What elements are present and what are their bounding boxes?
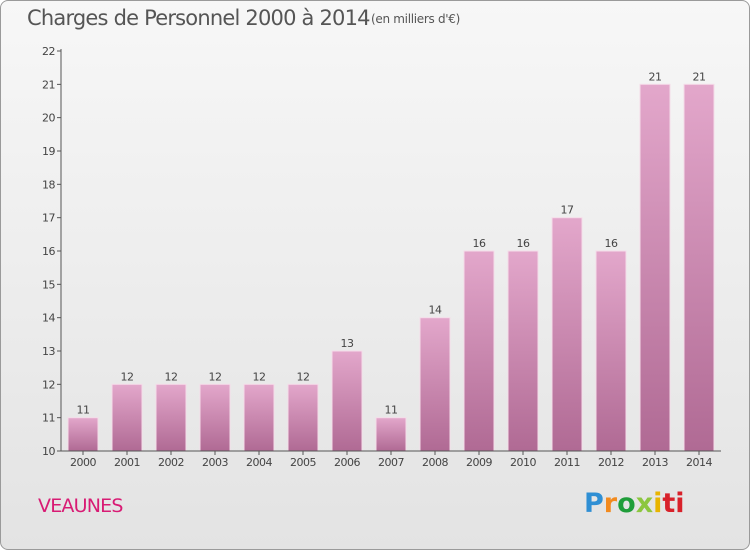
x-tick-label: 2007 xyxy=(378,456,404,469)
logo-letter: i xyxy=(653,488,663,519)
x-axis-tick-labels: 2000 2001 2002 2003 2004 2005 2006 2007 2008 2009… xyxy=(70,456,713,469)
data-label: 17 xyxy=(561,204,574,217)
x-tick-label: 2006 xyxy=(334,456,360,469)
bar xyxy=(67,417,99,452)
data-label: 14 xyxy=(429,304,442,317)
bar xyxy=(331,350,363,452)
data-label: 21 xyxy=(693,70,706,83)
bar-group xyxy=(67,83,715,452)
x-tick-label: 2004 xyxy=(246,456,272,469)
y-tick-label: 16 xyxy=(42,245,55,258)
data-label: 12 xyxy=(209,370,222,383)
y-tick-label: 18 xyxy=(42,178,55,191)
data-label: 11 xyxy=(385,404,398,417)
commune-name: VEAUNES xyxy=(38,495,123,517)
bar xyxy=(507,250,539,452)
logo-letter: r xyxy=(603,488,618,519)
x-tick-label: 2005 xyxy=(290,456,316,469)
x-tick-label: 2013 xyxy=(642,456,668,469)
bar xyxy=(111,383,143,452)
x-tick-label: 2009 xyxy=(466,456,492,469)
y-tick-label: 21 xyxy=(42,78,55,91)
bar xyxy=(463,250,495,452)
y-tick-label: 11 xyxy=(42,412,55,425)
data-label: 13 xyxy=(341,337,354,350)
data-label: 12 xyxy=(121,370,134,383)
y-axis-tick-labels: 10 11 12 13 14 15 16 17 18 19 20 21 22 xyxy=(42,45,56,458)
y-tick-label: 10 xyxy=(42,445,55,458)
axes xyxy=(57,49,721,455)
bar xyxy=(595,250,627,452)
y-tick-label: 22 xyxy=(42,45,55,58)
x-tick-label: 2010 xyxy=(510,456,536,469)
y-tick-label: 20 xyxy=(42,112,55,125)
x-tick-label: 2008 xyxy=(422,456,448,469)
bar xyxy=(683,83,715,452)
x-tick-label: 2011 xyxy=(554,456,580,469)
data-label: 12 xyxy=(165,370,178,383)
bar xyxy=(287,383,319,452)
y-tick-label: 15 xyxy=(42,278,55,291)
y-tick-label: 12 xyxy=(42,378,55,391)
bar xyxy=(199,383,231,452)
data-label-group: 11 12 12 12 12 12 13 11 14 16 16 17 16 21 21 xyxy=(77,70,707,417)
x-tick-label: 2003 xyxy=(202,456,228,469)
y-tick-label: 19 xyxy=(42,145,55,158)
x-tick-label: 2002 xyxy=(158,456,184,469)
bar xyxy=(155,383,187,452)
x-tick-label: 2000 xyxy=(70,456,96,469)
x-tick-label: 2014 xyxy=(686,456,712,469)
bar xyxy=(375,417,407,452)
data-label: 12 xyxy=(253,370,266,383)
bar xyxy=(419,317,451,452)
logo-letter: x xyxy=(635,488,654,519)
data-label: 16 xyxy=(473,237,486,250)
y-tick-label: 14 xyxy=(42,312,55,325)
data-label: 21 xyxy=(649,70,662,83)
bar xyxy=(243,383,275,452)
y-tick-label: 13 xyxy=(42,345,55,358)
logo-letter: ti xyxy=(662,488,685,519)
bar xyxy=(551,217,583,452)
bar xyxy=(639,83,671,452)
y-tick-label: 17 xyxy=(42,212,55,225)
data-label: 12 xyxy=(297,370,310,383)
data-label: 11 xyxy=(77,404,90,417)
data-label: 16 xyxy=(517,237,530,250)
logo-letter: o xyxy=(617,488,636,519)
x-tick-label: 2012 xyxy=(598,456,624,469)
chart-title: Charges de Personnel 2000 à 2014 xyxy=(27,6,371,30)
chart-subtitle: (en milliers d'€) xyxy=(371,12,461,26)
proxiti-logo[interactable]: Proxiti xyxy=(584,488,685,519)
data-label: 16 xyxy=(605,237,618,250)
logo-letter: P xyxy=(584,488,604,519)
x-tick-label: 2001 xyxy=(114,456,140,469)
